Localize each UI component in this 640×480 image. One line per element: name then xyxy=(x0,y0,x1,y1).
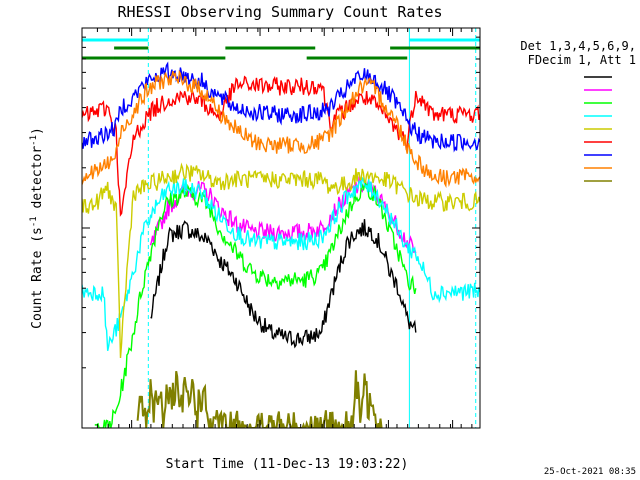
legend-header-detectors: Det 1,3,4,5,6,9, xyxy=(520,39,636,53)
series-line-1 xyxy=(150,219,417,349)
y-axis-label: Count Rate (s-1 detector-1) xyxy=(29,127,45,329)
series-line-4 xyxy=(82,177,480,352)
y-axis-label-mid: detector xyxy=(30,146,45,217)
series-line-7 xyxy=(82,61,480,153)
y-axis-label-main: Count Rate (s xyxy=(30,227,45,329)
series-line-6 xyxy=(82,75,480,217)
series-line-3 xyxy=(94,181,417,428)
y-axis-label-exponent-1: -1 xyxy=(29,216,39,227)
y-axis-label-end: ) xyxy=(30,127,45,135)
y-axis-label-exponent-2: -1 xyxy=(29,135,39,146)
axes xyxy=(82,27,480,429)
legend: Det 1,3,4,5,6,9, FDecim 1, Att 1 xyxy=(520,39,636,182)
x-axis-label: Start Time (11-Dec-13 19:03:22) xyxy=(166,457,409,472)
plot-area xyxy=(82,28,480,428)
footer-timestamp: 25-Oct-2021 08:35 xyxy=(544,467,636,477)
chart-title: RHESSI Observing Summary Count Rates xyxy=(117,3,442,21)
series-line-8 xyxy=(82,69,480,189)
series-line-5 xyxy=(82,162,480,359)
legend-header-decimation: FDecim 1, Att 1 xyxy=(528,53,636,67)
